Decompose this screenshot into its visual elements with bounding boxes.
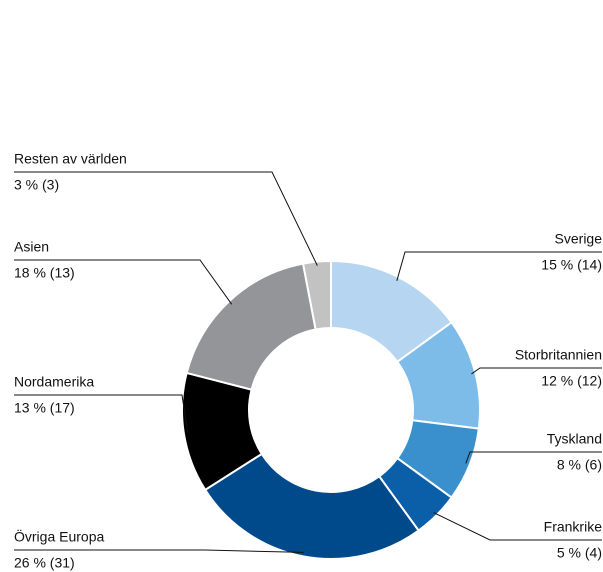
leader-line bbox=[14, 549, 304, 553]
leader-line bbox=[14, 171, 318, 266]
category-label: Tyskland bbox=[547, 431, 602, 447]
category-label: Nordamerika bbox=[14, 374, 94, 390]
value-label: 15 % (14) bbox=[541, 257, 602, 273]
value-label: 12 % (12) bbox=[541, 373, 602, 389]
donut-slice bbox=[301, 259, 332, 331]
value-label: 18 % (13) bbox=[14, 265, 75, 281]
leader-line bbox=[396, 251, 602, 281]
leader-line bbox=[14, 394, 189, 433]
leader-line bbox=[433, 512, 602, 541]
leader-line bbox=[465, 451, 602, 464]
value-label: 8 % (6) bbox=[557, 457, 602, 473]
value-label: 13 % (17) bbox=[14, 400, 75, 416]
value-label: 26 % (31) bbox=[14, 555, 75, 571]
category-label: Övriga Europa bbox=[14, 528, 104, 545]
value-label: 5 % (4) bbox=[557, 545, 602, 561]
donut-slice bbox=[185, 262, 317, 391]
value-label: 3 % (3) bbox=[14, 177, 59, 193]
category-label: Frankrike bbox=[544, 519, 603, 535]
category-label: Sverige bbox=[555, 231, 603, 247]
category-label: Storbritannien bbox=[515, 347, 602, 363]
donut-slice bbox=[203, 452, 420, 560]
category-label: Asien bbox=[14, 239, 49, 255]
leader-line bbox=[14, 259, 233, 305]
leader-line bbox=[471, 367, 602, 375]
category-label: Resten av världen bbox=[14, 151, 127, 167]
